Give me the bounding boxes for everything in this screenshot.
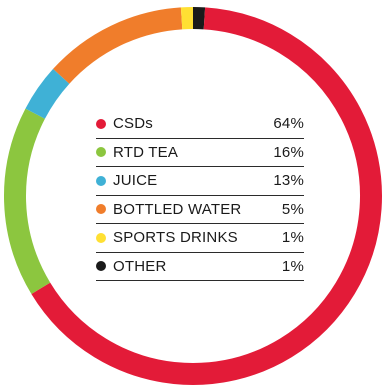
legend-label-csds: CSDs: [113, 115, 153, 133]
legend-label-rtd-tea: RTD TEA: [113, 143, 179, 161]
legend-label-other: OTHER: [113, 257, 167, 275]
legend-dot-csds: [96, 118, 106, 129]
donut-slice-juice: [25, 68, 70, 119]
legend-dot-sports-drinks: [96, 232, 106, 243]
legend-item-rtd-tea: RTD TEA 16%: [96, 139, 304, 167]
legend-item-other: OTHER 1%: [96, 253, 304, 281]
legend-value-other: 1%: [281, 257, 304, 275]
legend-dot-bottled-water: [96, 204, 106, 215]
legend-item-sports-drinks: SPORTS DRINKS 1%: [96, 224, 304, 253]
legend-label-sports-drinks: SPORTS DRINKS: [113, 229, 238, 247]
legend-item-juice: JUICE 13%: [96, 167, 304, 196]
donut-slice-bottled-water: [53, 7, 183, 84]
legend-item-csds: CSDs 64%: [96, 110, 304, 139]
legend-value-bottled-water: 5%: [281, 200, 304, 218]
donut-slice-csds: [31, 7, 382, 385]
legend-value-sports-drinks: 1%: [281, 229, 304, 247]
legend-item-bottled-water: BOTTLED WATER 5%: [96, 196, 304, 224]
legend-label-juice: JUICE: [113, 172, 158, 190]
legend-value-csds: 64%: [273, 115, 304, 133]
legend-label-bottled-water: BOTTLED WATER: [113, 200, 242, 218]
legend-dot-other: [96, 261, 106, 272]
legend-value-rtd-tea: 16%: [273, 143, 304, 161]
donut-slice-rtd-tea: [4, 108, 51, 294]
legend-dot-rtd-tea: [96, 147, 106, 158]
legend: CSDs 64% RTD TEA 16% JUICE 13% BOTTLED W…: [96, 110, 304, 281]
legend-dot-juice: [96, 175, 106, 186]
legend-value-juice: 13%: [273, 172, 304, 190]
